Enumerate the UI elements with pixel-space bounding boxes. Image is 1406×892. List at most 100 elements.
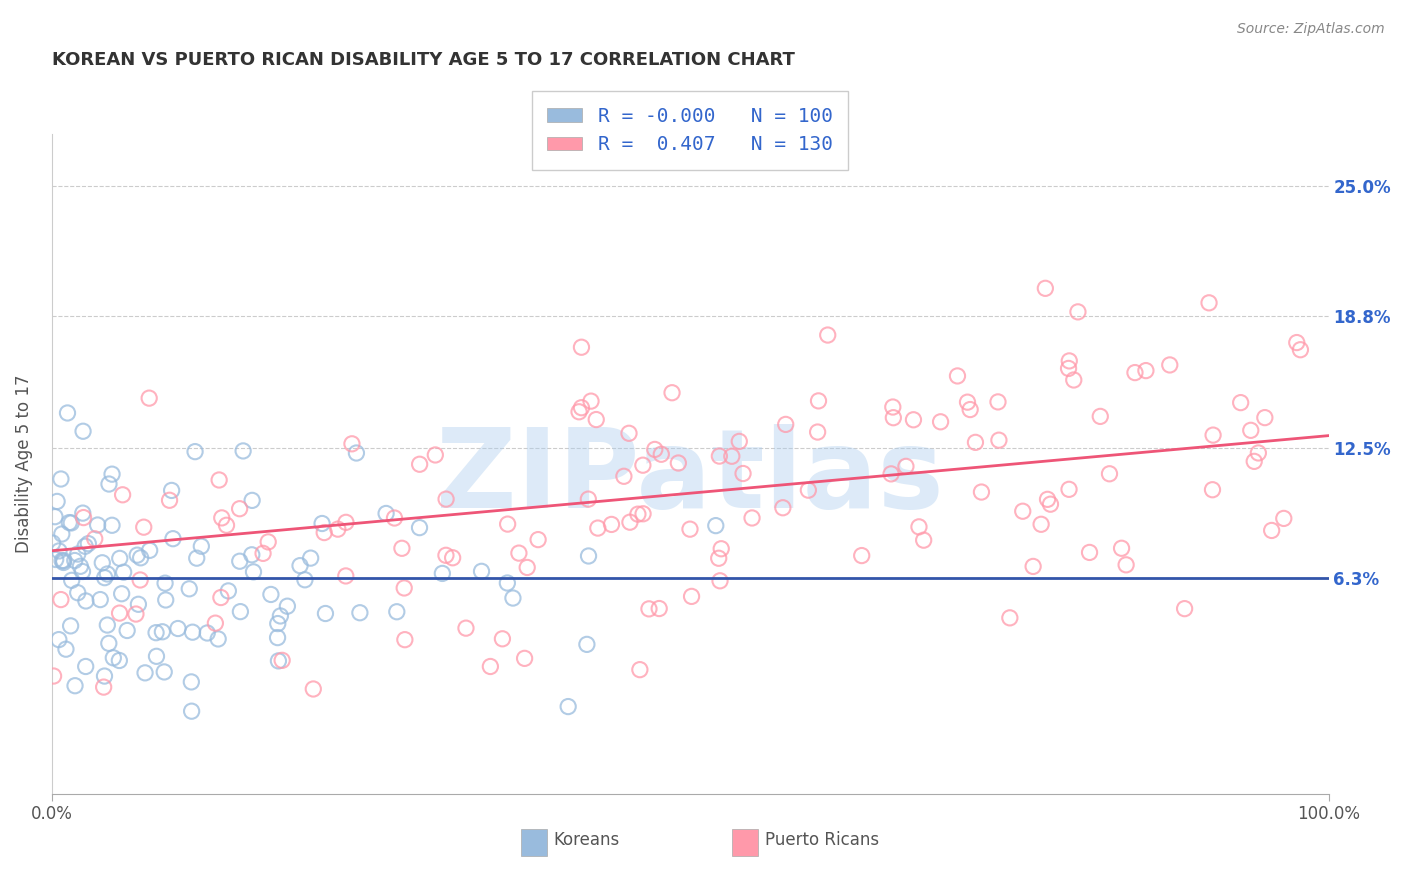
Point [153, 665, 176, 679]
Point [425, 448, 447, 462]
Point [108, 551, 131, 566]
Point [209, 591, 232, 605]
Point [987, 433, 1010, 447]
Point [817, 328, 839, 343]
Point [260, 587, 283, 601]
Point [48, 544, 70, 558]
Point [55, 642, 77, 657]
Point [98, 477, 121, 491]
Point [1022, 559, 1045, 574]
Point [63, 679, 86, 693]
Legend: R = -0.000   N = 100, R =  0.407   N = 130: R = -0.000 N = 100, R = 0.407 N = 130 [531, 91, 848, 169]
Point [267, 654, 290, 668]
Point [1098, 467, 1121, 481]
Point [1111, 541, 1133, 556]
Point [1198, 295, 1220, 310]
Point [707, 551, 730, 566]
Point [1057, 361, 1080, 376]
Point [75, 539, 97, 553]
Point [240, 548, 263, 562]
Point [179, 582, 201, 596]
Point [1247, 446, 1270, 460]
Point [1201, 483, 1223, 497]
Point [86, 518, 108, 533]
Point [208, 473, 231, 487]
Point [63, 553, 86, 567]
Point [240, 493, 263, 508]
Text: Puerto Ricans: Puerto Ricans [765, 831, 879, 849]
Point [101, 467, 124, 482]
Point [586, 521, 609, 535]
Point [150, 624, 173, 639]
Point [1159, 358, 1181, 372]
Point [215, 518, 238, 533]
Point [75, 594, 97, 608]
Point [502, 591, 524, 605]
Point [728, 434, 751, 449]
Point [93, 571, 115, 585]
Point [631, 507, 654, 521]
Point [638, 602, 661, 616]
Point [49, 592, 72, 607]
Point [1174, 601, 1197, 615]
Point [571, 401, 593, 415]
Point [394, 632, 416, 647]
Point [946, 368, 969, 383]
Point [880, 467, 903, 481]
Point [704, 518, 727, 533]
Point [242, 565, 264, 579]
Point [335, 516, 357, 530]
Point [619, 515, 641, 529]
Point [851, 549, 873, 563]
Point [66, 585, 89, 599]
Point [153, 576, 176, 591]
Point [60, 574, 83, 588]
Point [661, 385, 683, 400]
Point [1029, 517, 1052, 532]
Point [145, 649, 167, 664]
Point [1243, 454, 1265, 468]
Point [134, 665, 156, 680]
Point [180, 674, 202, 689]
Point [108, 606, 131, 620]
Point [434, 492, 457, 507]
Point [186, 551, 208, 566]
Point [479, 659, 502, 673]
Point [568, 405, 591, 419]
Text: ZIPatlas: ZIPatlas [436, 424, 943, 531]
Point [408, 521, 430, 535]
Point [127, 597, 149, 611]
Point [1011, 504, 1033, 518]
Point [908, 520, 931, 534]
Point [585, 412, 607, 426]
Text: Source: ZipAtlas.com: Source: ZipAtlas.com [1237, 22, 1385, 37]
Point [72, 510, 94, 524]
Point [72, 506, 94, 520]
Point [48, 632, 70, 647]
Point [58, 516, 80, 530]
Point [1260, 524, 1282, 538]
Point [575, 637, 598, 651]
Point [1067, 305, 1090, 319]
Point [1090, 409, 1112, 424]
Point [882, 400, 904, 414]
Point [302, 681, 325, 696]
Point [1059, 354, 1081, 368]
Point [49, 472, 72, 486]
Point [217, 583, 239, 598]
Point [103, 650, 125, 665]
Point [903, 413, 925, 427]
Point [650, 447, 672, 461]
Point [211, 511, 233, 525]
Point [93, 669, 115, 683]
Point [229, 554, 252, 568]
Point [496, 517, 519, 532]
Point [1078, 545, 1101, 559]
Point [557, 699, 579, 714]
Point [145, 625, 167, 640]
Point [1272, 511, 1295, 525]
Point [709, 574, 731, 588]
Point [516, 560, 538, 574]
Point [741, 511, 763, 525]
Point [111, 587, 134, 601]
